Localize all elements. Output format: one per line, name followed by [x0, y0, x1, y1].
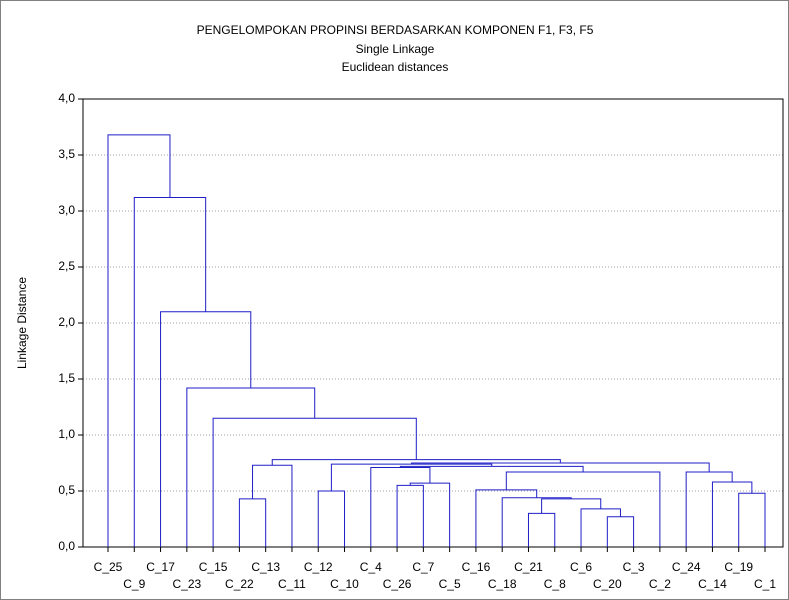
y-tick-label: 4,0	[58, 91, 75, 105]
leaf-label: C_7	[412, 560, 434, 574]
leaf-label: C_23	[172, 577, 201, 591]
leaf-label: C_13	[251, 560, 280, 574]
leaf-label: C_12	[304, 560, 333, 574]
leaf-label: C_24	[672, 560, 701, 574]
leaf-label: C_26	[383, 577, 412, 591]
leaf-label: C_19	[724, 560, 753, 574]
leaf-label: C_3	[623, 560, 645, 574]
leaf-label: C_5	[439, 577, 461, 591]
leaf-label: C_21	[514, 560, 543, 574]
leaf-label: C_16	[462, 560, 491, 574]
y-tick-label: 3,0	[58, 203, 75, 217]
leaf-label: C_6	[570, 560, 592, 574]
leaf-label: C_1	[754, 577, 776, 591]
leaf-label: C_10	[330, 577, 359, 591]
leaf-label: C_18	[488, 577, 517, 591]
leaf-label: C_9	[123, 577, 145, 591]
y-tick-label: 0,0	[58, 539, 75, 553]
dendrogram-link	[107, 134, 171, 547]
y-tick-label: 1,0	[58, 427, 75, 441]
plot-frame	[82, 98, 784, 548]
leaf-label: C_2	[649, 577, 671, 591]
leaf-label: C_17	[146, 560, 175, 574]
leaf-label: C_11	[278, 577, 306, 591]
chart-subtitle: Euclidean distances	[342, 60, 449, 74]
y-tick-label: 1,5	[58, 371, 75, 385]
chart-title: PENGELOMPOKAN PROPINSI BERDASARKAN KOMPO…	[197, 23, 594, 37]
y-tick-label: 3,5	[58, 147, 75, 161]
leaf-label: C_14	[698, 577, 727, 591]
leaf-label: C_4	[360, 560, 382, 574]
y-tick-label: 0,5	[58, 483, 75, 497]
y-tick-label: 2,0	[58, 315, 75, 329]
leaf-label: C_15	[199, 560, 228, 574]
y-axis-label: Linkage Distance	[15, 277, 29, 369]
chart-subtitle: Single Linkage	[356, 42, 435, 56]
y-tick-label: 2,5	[58, 259, 75, 273]
leaf-label: C_8	[544, 577, 566, 591]
leaf-label: C_22	[225, 577, 254, 591]
leaf-label: C_20	[593, 577, 622, 591]
leaf-label: C_25	[94, 560, 123, 574]
